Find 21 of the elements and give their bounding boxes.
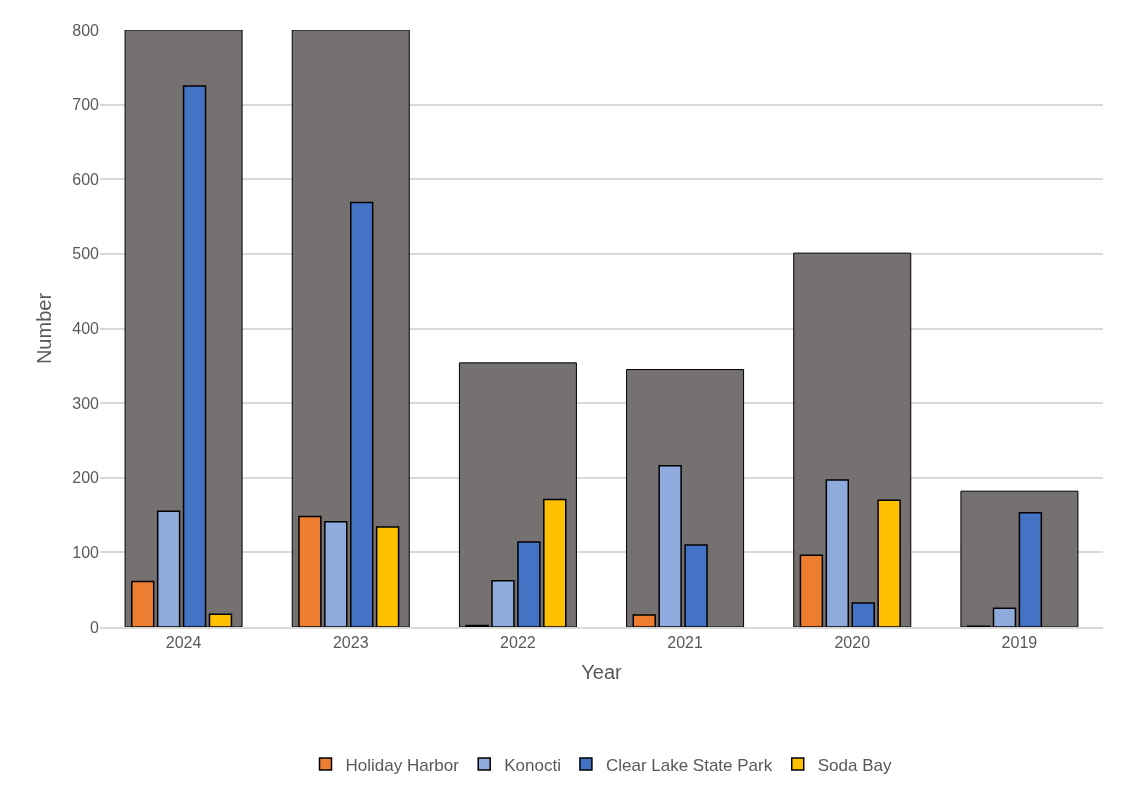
x-tick-label: 2023 (332, 633, 369, 651)
y-tick-label: 100 (72, 543, 100, 561)
legend-label: Konocti (504, 755, 561, 775)
y-tick-label: 400 (72, 320, 100, 338)
y-tick-label: 800 (72, 21, 100, 39)
legend-label: Holiday Harbor (345, 755, 460, 775)
y-tick-label: 700 (72, 96, 100, 114)
x-axis-title: Year (581, 660, 623, 683)
x-tick-label: 2021 (667, 633, 703, 651)
x-tick-label: 2024 (165, 633, 202, 651)
y-tick-label: 0 (90, 618, 100, 636)
legend-label: Soda Bay (817, 755, 892, 775)
x-tick-label: 2022 (500, 633, 536, 651)
y-tick-label: 500 (72, 245, 100, 263)
x-tick-label: 2020 (834, 633, 871, 651)
y-tick-label: 300 (72, 394, 100, 412)
y-axis-title: Number (32, 292, 55, 365)
y-tick-label: 600 (72, 170, 100, 188)
y-tick-label: 200 (72, 469, 100, 487)
legend-label: Clear Lake State Park (605, 755, 773, 775)
x-tick-label: 2019 (1001, 633, 1038, 651)
